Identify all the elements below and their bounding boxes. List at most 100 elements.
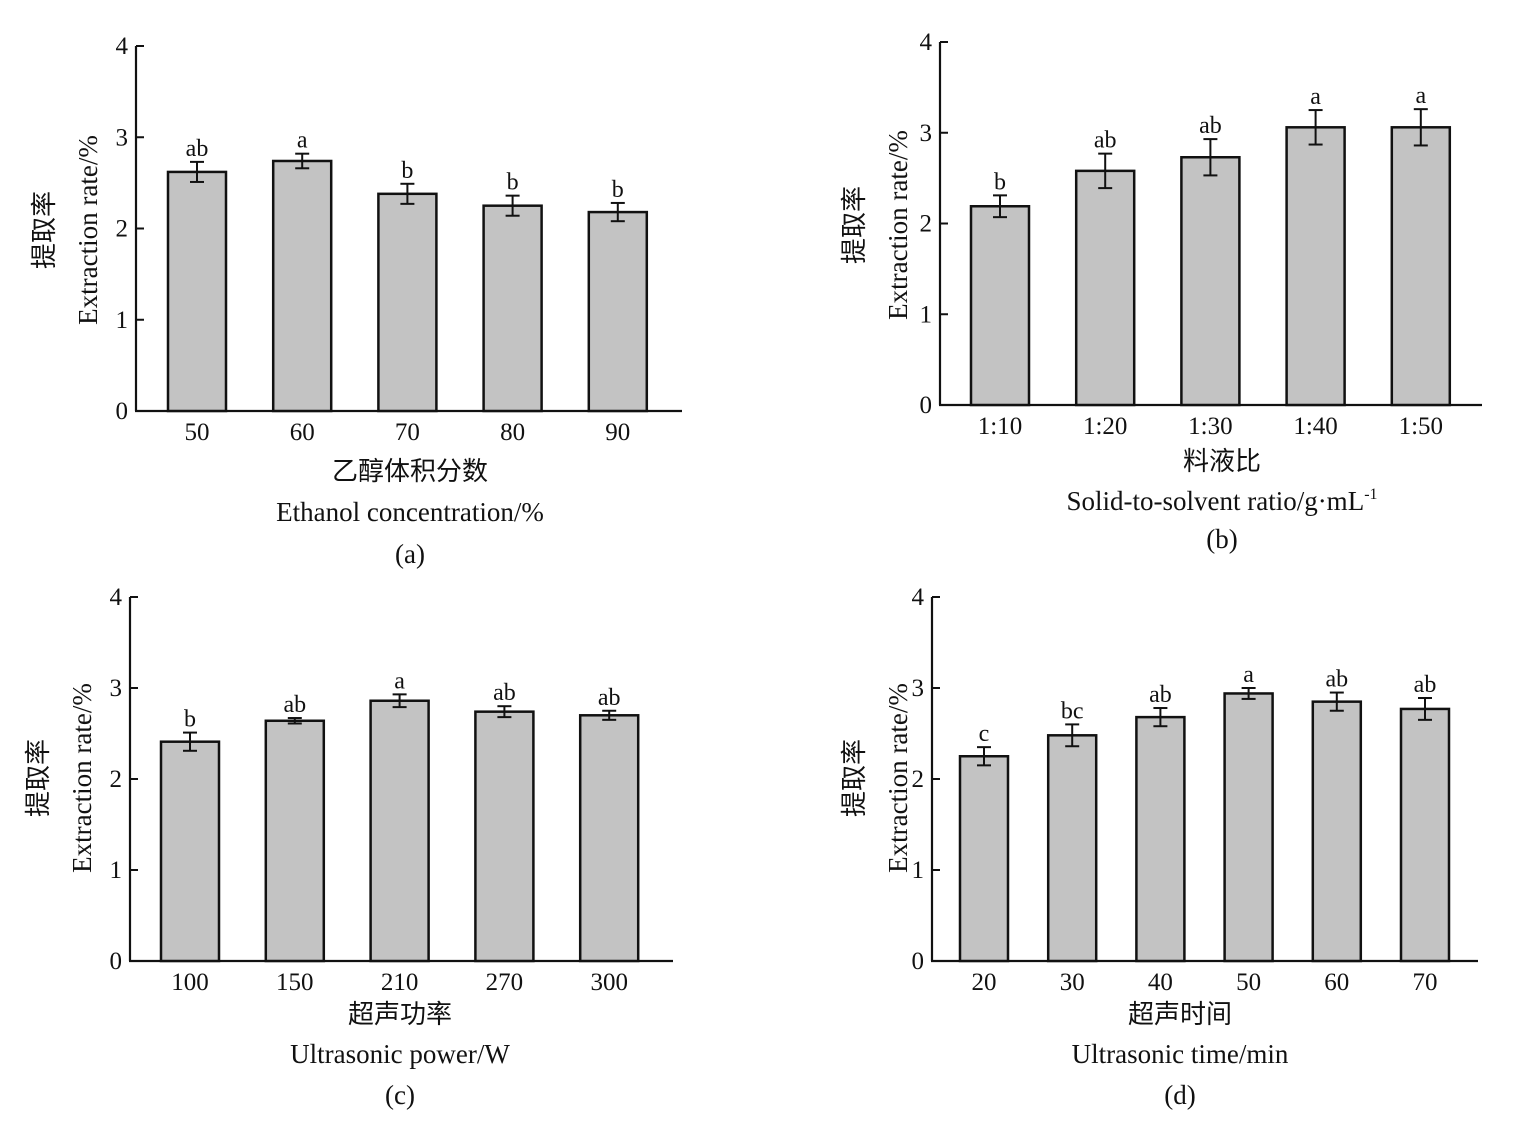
y-tick-label: 3 (110, 675, 123, 702)
x-axis-title-en: Ultrasonic time/min (1072, 1039, 1289, 1069)
x-tick-label: 1:40 (1293, 413, 1337, 440)
y-axis-title-en: Extraction rate/% (67, 683, 97, 873)
x-tick-label: 50 (1236, 969, 1261, 996)
significance-label: b (994, 169, 1006, 195)
y-tick-label: 3 (116, 124, 129, 151)
x-tick-label: 60 (1324, 969, 1349, 996)
x-tick-label: 20 (972, 969, 997, 996)
bar (264, 719, 326, 963)
x-tick-label: 30 (1060, 969, 1085, 996)
significance-label: bc (1061, 698, 1084, 724)
bar (1399, 707, 1451, 963)
x-tick-label: 70 (395, 419, 420, 446)
bar (166, 170, 228, 413)
x-tick-label: 1:10 (978, 413, 1022, 440)
significance-label: ab (186, 136, 209, 162)
y-tick-label: 0 (920, 392, 933, 419)
x-axis-title-en: Solid-to-solvent ratio/g·mL-1 (1066, 486, 1377, 516)
x-tick-label: 300 (590, 969, 628, 996)
bar (1180, 156, 1241, 407)
x-tick-label: 40 (1148, 969, 1173, 996)
bar (271, 159, 333, 413)
panel-label: (c) (385, 1080, 415, 1110)
panel-label: (d) (1164, 1080, 1195, 1110)
x-axis-title-cn: 超声功率 (348, 1000, 452, 1030)
panel-label: (b) (1206, 524, 1237, 554)
y-axis-title-en: Extraction rate/% (73, 135, 103, 325)
y-tick-label: 2 (920, 211, 933, 238)
bar (1135, 715, 1186, 963)
significance-label: a (394, 668, 405, 694)
y-tick-label: 1 (912, 857, 925, 884)
y-tick-label: 2 (116, 216, 129, 243)
x-tick-label: 50 (185, 419, 210, 446)
x-tick-label: 90 (605, 419, 630, 446)
y-axis-title: 提取率 Extraction rate/% (840, 130, 913, 320)
bar (1223, 692, 1274, 963)
x-axis-title-superscript: -1 (1364, 486, 1377, 503)
y-tick-label: 4 (912, 584, 925, 611)
y-axis-title-cn: 提取率 (30, 191, 60, 269)
chart-panel-c: 0 1 2 3 4 b 100 ab 150 a 210 ab 270 ab 300 提取率 Extractio… (24, 584, 673, 1110)
bar (587, 210, 649, 413)
bar (578, 714, 640, 963)
y-axis-title-cn: 提取率 (24, 739, 54, 817)
x-tick-label: 1:30 (1188, 413, 1232, 440)
x-tick-label: 80 (500, 419, 525, 446)
x-tick-label: 210 (381, 969, 419, 996)
x-tick-label: 1:20 (1083, 413, 1127, 440)
significance-label: b (612, 177, 624, 203)
bar (1390, 126, 1452, 407)
significance-label: ab (1149, 682, 1172, 708)
significance-label: ab (283, 692, 306, 718)
x-tick-label: 60 (290, 419, 315, 446)
y-axis-title: 提取率 Extraction rate/% (30, 135, 103, 325)
y-tick-label: 2 (912, 766, 925, 793)
significance-label: ab (598, 685, 621, 711)
significance-label: ab (1414, 672, 1437, 698)
y-tick-label: 3 (912, 675, 925, 702)
x-axis-title-cn: 料液比 (1183, 447, 1261, 477)
bar (958, 755, 1010, 963)
significance-label: b (184, 707, 196, 733)
significance-label: a (297, 128, 308, 154)
y-axis-title: 提取率 Extraction rate/% (24, 683, 97, 873)
y-tick-label: 4 (116, 33, 129, 60)
y-tick-label: 0 (110, 948, 123, 975)
bar (1074, 169, 1136, 407)
bar (1285, 126, 1346, 407)
significance-label: b (401, 158, 413, 184)
y-tick-label: 1 (116, 307, 129, 334)
significance-label: ab (1199, 113, 1222, 139)
x-tick-label: 150 (276, 969, 314, 996)
y-tick-label: 4 (110, 584, 123, 611)
chart-panel-a: 0 1 2 3 4 ab 50 a 60 b 70 b 80 b 90 提取率 Extraction rate/… (30, 33, 682, 569)
chart-panel-d: 0 1 2 3 4 c 20 bc 30 ab 40 a 50 ab 60 ab 70 提取率 Extraction… (840, 584, 1478, 1110)
bar (377, 192, 438, 413)
y-axis-title-en: Extraction rate/% (883, 683, 913, 873)
y-tick-label: 0 (912, 948, 925, 975)
x-axis-title-en: Ultrasonic power/W (290, 1039, 510, 1069)
bar (482, 204, 543, 413)
significance-label: ab (493, 680, 516, 706)
y-tick-label: 1 (920, 301, 933, 328)
significance-label: a (1243, 662, 1254, 688)
y-axis-title-cn: 提取率 (840, 739, 870, 817)
bar (969, 205, 1031, 407)
x-tick-label: 1:50 (1399, 413, 1443, 440)
bar (474, 710, 535, 963)
y-tick-label: 1 (110, 857, 123, 884)
x-axis-title-en: Ethanol concentration/% (276, 497, 544, 527)
significance-label: b (507, 170, 519, 196)
chart-panel-b: 0 1 2 3 4 b 1:10 ab 1:20 ab 1:30 a 1:40 a 1:50 提取率 Extra… (840, 29, 1482, 554)
x-axis-title-cn: 乙醇体积分数 (332, 457, 488, 487)
significance-label: a (1415, 83, 1426, 109)
significance-label: a (1310, 84, 1321, 110)
bar (1046, 734, 1098, 963)
bar (159, 740, 221, 963)
x-tick-label: 70 (1413, 969, 1438, 996)
y-tick-label: 3 (920, 120, 933, 147)
x-axis-title-cn: 超声时间 (1128, 1000, 1232, 1030)
y-tick-label: 0 (116, 398, 129, 425)
